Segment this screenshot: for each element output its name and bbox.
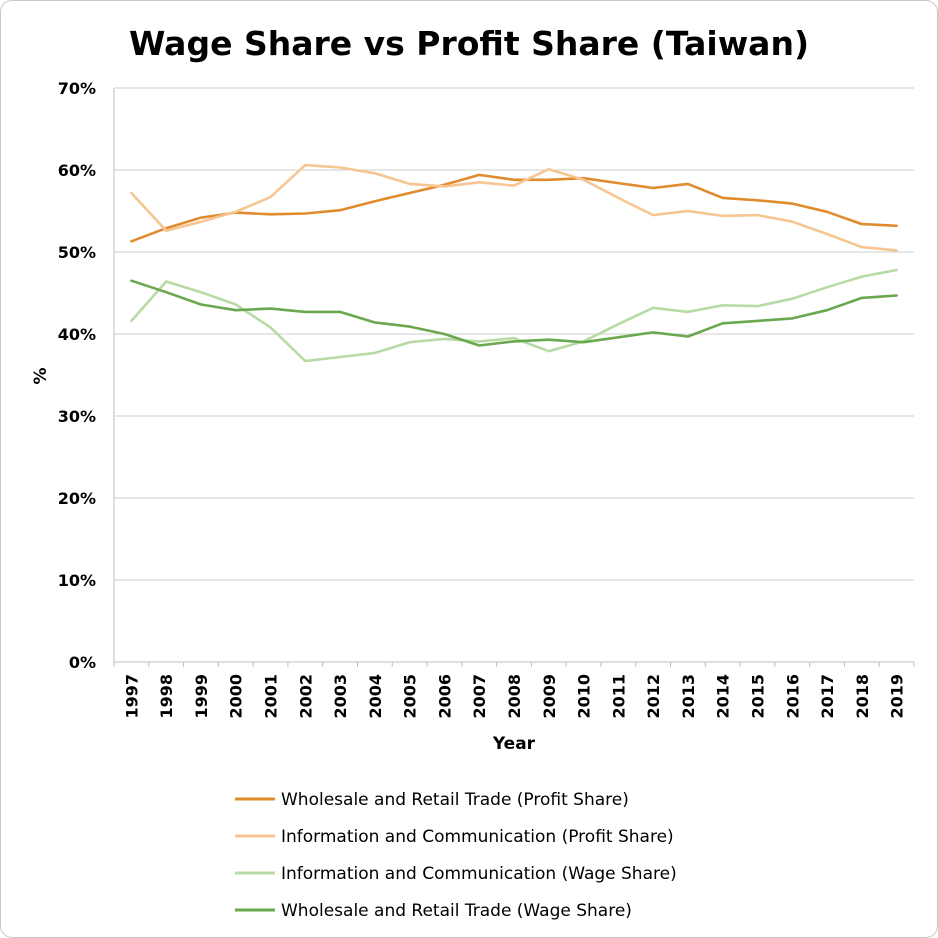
grid-lines	[113, 87, 914, 663]
x-tick-label: 2004	[366, 674, 385, 719]
series-2	[130, 268, 898, 363]
x-tick-label: 2013	[679, 674, 698, 719]
y-tick-label: 50%	[58, 243, 96, 262]
y-tick-label: 30%	[58, 407, 96, 426]
y-axis-ticks: 0% 10% 20% 30% 40% 50% 60% 70%	[58, 79, 96, 672]
x-tick-label: 2003	[331, 674, 350, 719]
x-tick-label: 2010	[575, 674, 594, 719]
y-tick-label: 70%	[58, 79, 96, 98]
series-line-3	[130, 279, 898, 347]
x-tick-label: 2018	[853, 674, 872, 719]
x-tick-label: 2017	[818, 674, 837, 719]
x-tick-label: 2011	[609, 674, 628, 719]
x-tick-label: 2006	[435, 674, 454, 719]
series-1	[130, 163, 898, 252]
series-line-1	[130, 163, 898, 252]
x-tick-label: 2015	[748, 674, 767, 719]
x-tick-label: 2005	[401, 674, 420, 719]
legend-label-3: Wholesale and Retail Trade (Wage Share)	[281, 901, 632, 921]
x-tick-label: 2009	[540, 674, 559, 719]
x-tick-label: 1997	[122, 674, 141, 719]
chart-title: Wage Share vs Profit Share (Taiwan)	[129, 24, 809, 63]
x-tick-label: 2014	[714, 674, 733, 719]
y-tick-label: 40%	[58, 325, 96, 344]
x-tick-label: 2019	[888, 674, 907, 719]
x-axis-ticks: 1997 1998 1999 2000 2001 2002 2003 2004 2005 2006…	[113, 662, 915, 719]
legend-label-1: Information and Communication (Profit Sh…	[281, 827, 674, 847]
series-lines	[130, 163, 898, 363]
x-tick-label: 1999	[192, 674, 211, 719]
x-tick-label: 2007	[470, 674, 489, 719]
x-tick-label: 2002	[296, 674, 315, 719]
x-tick-label: 2012	[644, 674, 663, 719]
x-tick-label: 2000	[227, 674, 246, 719]
y-tick-label: 20%	[58, 489, 96, 508]
series-line-2	[130, 268, 898, 363]
x-tick-label: 2008	[505, 674, 524, 719]
x-tick-label: 2001	[262, 674, 281, 719]
legend-label-0: Wholesale and Retail Trade (Profit Share…	[281, 790, 629, 810]
series-3	[130, 279, 898, 347]
x-tick-label: 1998	[157, 674, 176, 719]
series-line-0	[130, 173, 898, 243]
x-tick-label: 2016	[783, 674, 802, 719]
legend: Wholesale and Retail Trade (Profit Share…	[235, 790, 677, 921]
y-tick-label: 10%	[58, 571, 96, 590]
y-tick-label: 60%	[58, 161, 96, 180]
y-tick-label: 0%	[69, 653, 96, 672]
x-axis-title: Year	[492, 734, 536, 754]
y-axis-title: %	[31, 367, 51, 384]
legend-label-2: Information and Communication (Wage Shar…	[281, 864, 677, 884]
